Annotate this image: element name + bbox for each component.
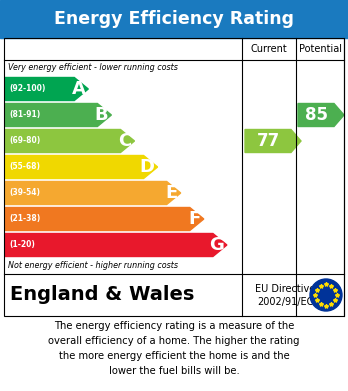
Polygon shape xyxy=(245,129,301,152)
Polygon shape xyxy=(5,208,204,231)
Polygon shape xyxy=(5,104,111,127)
Text: Not energy efficient - higher running costs: Not energy efficient - higher running co… xyxy=(8,262,178,271)
Text: F: F xyxy=(189,210,201,228)
Text: EU Directive: EU Directive xyxy=(255,284,315,294)
Text: C: C xyxy=(118,132,132,150)
Text: G: G xyxy=(209,236,224,254)
Text: 77: 77 xyxy=(256,132,280,150)
Text: Energy Efficiency Rating: Energy Efficiency Rating xyxy=(54,10,294,28)
Text: 2002/91/EC: 2002/91/EC xyxy=(257,297,313,307)
Text: (39-54): (39-54) xyxy=(9,188,40,197)
Polygon shape xyxy=(5,233,227,256)
Text: (69-80): (69-80) xyxy=(9,136,40,145)
Text: E: E xyxy=(165,184,178,202)
Text: Current: Current xyxy=(251,44,287,54)
Text: Very energy efficient - lower running costs: Very energy efficient - lower running co… xyxy=(8,63,178,72)
Text: England & Wales: England & Wales xyxy=(10,285,195,305)
Text: (21-38): (21-38) xyxy=(9,215,40,224)
Text: (92-100): (92-100) xyxy=(9,84,45,93)
Polygon shape xyxy=(5,181,181,204)
Bar xyxy=(4,38,344,316)
Text: Potential: Potential xyxy=(299,44,341,54)
Circle shape xyxy=(310,279,342,311)
Text: 85: 85 xyxy=(304,106,327,124)
Polygon shape xyxy=(5,156,158,179)
Text: (81-91): (81-91) xyxy=(9,111,40,120)
Polygon shape xyxy=(298,104,344,127)
Text: (1-20): (1-20) xyxy=(9,240,35,249)
Text: (55-68): (55-68) xyxy=(9,163,40,172)
Text: A: A xyxy=(71,80,85,98)
Polygon shape xyxy=(5,129,134,152)
Polygon shape xyxy=(5,77,88,100)
Text: The energy efficiency rating is a measure of the
overall efficiency of a home. T: The energy efficiency rating is a measur… xyxy=(48,321,300,376)
Text: D: D xyxy=(140,158,155,176)
Bar xyxy=(0,0,348,38)
Text: B: B xyxy=(95,106,108,124)
